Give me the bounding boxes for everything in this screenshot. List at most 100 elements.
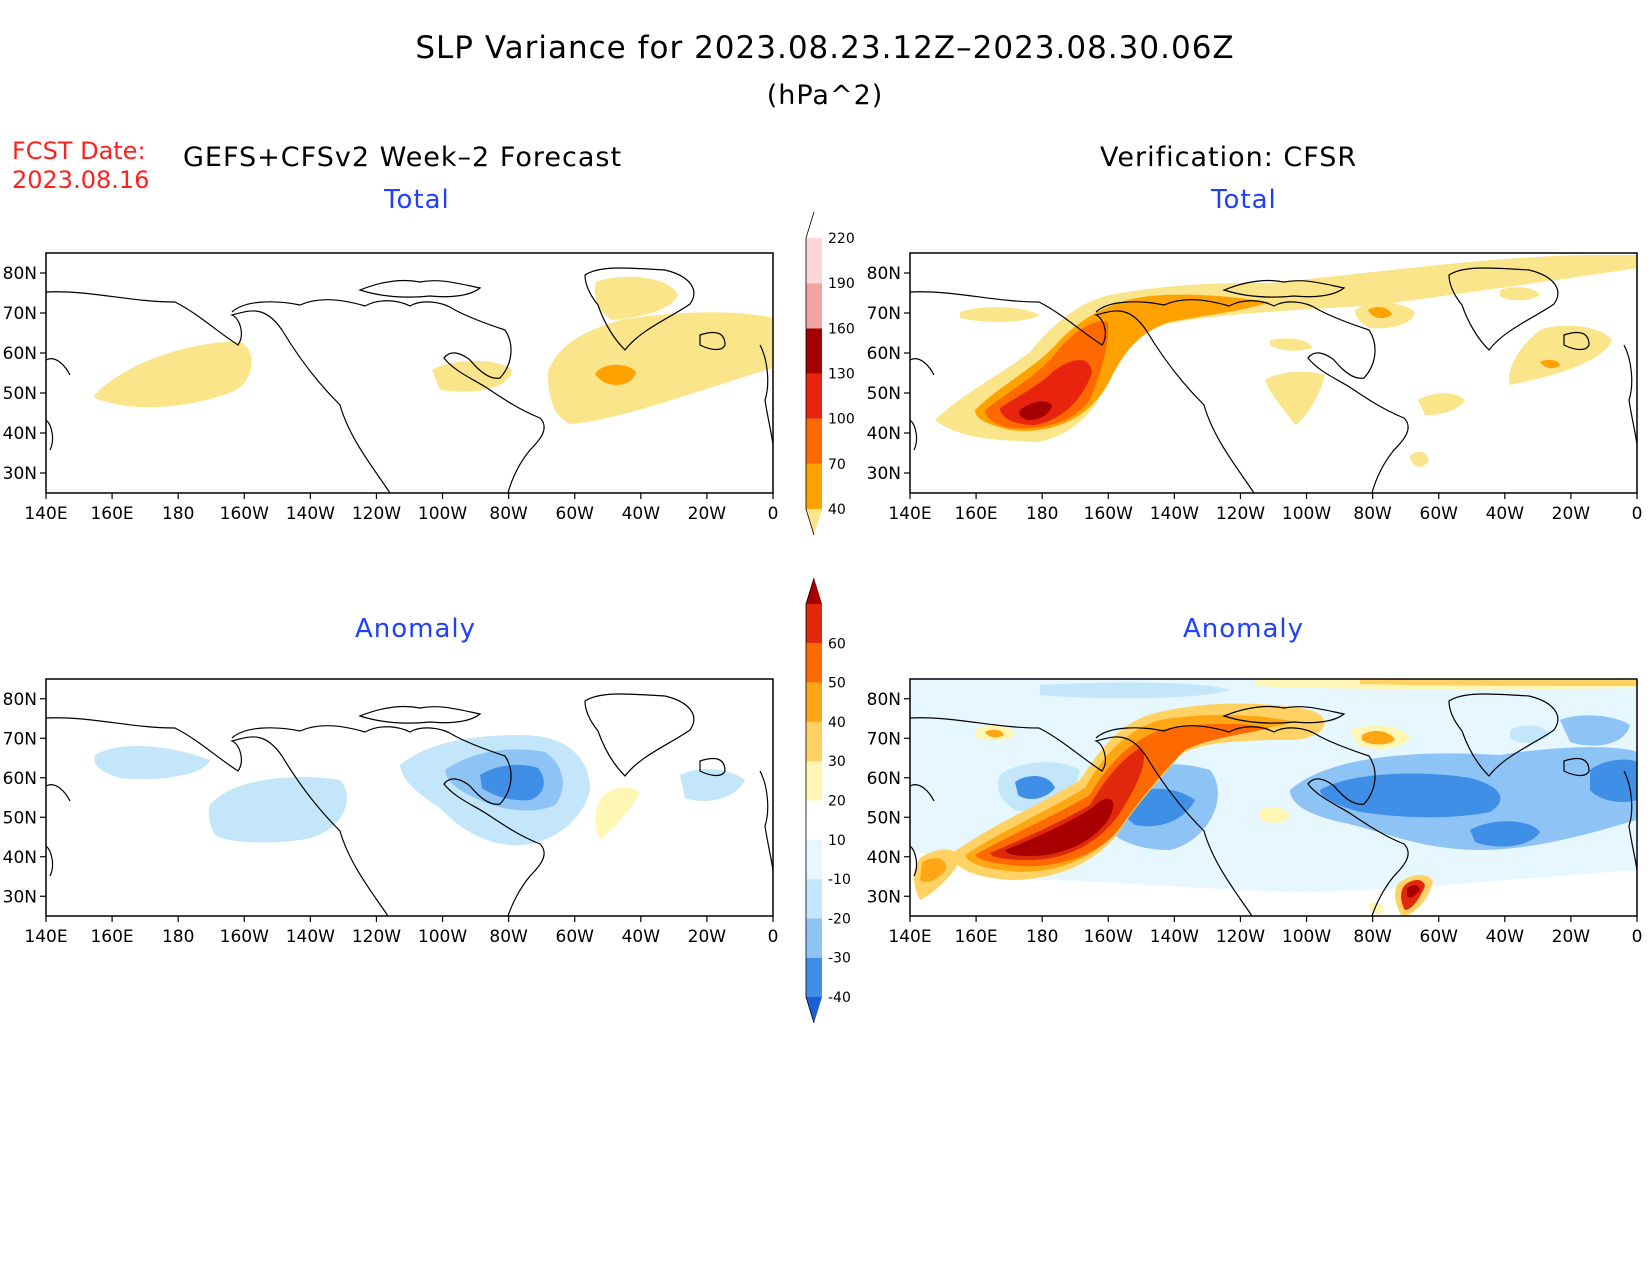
- lat-tick-label: 80N: [867, 264, 901, 284]
- verification-label: Verification: CFSR: [1100, 142, 1358, 173]
- variance-region: [960, 307, 1040, 322]
- anomaly-region: [1015, 776, 1055, 800]
- colorbar-top-tip: [806, 578, 822, 604]
- colorbar-segment: [806, 918, 822, 958]
- anomaly-region: [1362, 730, 1395, 745]
- colorbar-segment: [806, 957, 822, 997]
- anomaly-region: [1360, 679, 1637, 686]
- colorbar-segment: [806, 721, 822, 762]
- main-title: SLP Variance for 2023.08.23.12Z–2023.08.…: [415, 30, 1235, 66]
- coastlines-forecast-total: [46, 267, 773, 493]
- lon-tick-label: 60W: [1420, 504, 1459, 524]
- map-axis-group: 140E 160E 180 160W 140W 120W 100W 80W 60W 40W 20W 0…: [3, 264, 779, 524]
- lon-tick-label: 160E: [90, 504, 133, 524]
- forecast-date-block: FCST Date: 2023.08.16: [12, 137, 149, 195]
- lon-tick-label: 20W: [688, 927, 727, 947]
- lat-tick-label: 30N: [3, 887, 37, 907]
- anomaly-region: [1260, 807, 1290, 823]
- colorbar-top-tip: [806, 212, 822, 238]
- variance-region: [432, 361, 512, 392]
- lon-tick-label: 140E: [24, 927, 67, 947]
- colorbar-segment: [806, 373, 822, 419]
- lat-tick-label: 40N: [3, 848, 37, 868]
- lat-tick-label: 60N: [3, 344, 37, 364]
- lon-tick-label: 80W: [489, 504, 528, 524]
- variance-region: [1540, 359, 1560, 369]
- map-frame-verification-total: [909, 252, 1638, 494]
- colorbar-level-label: 50: [828, 676, 846, 692]
- lon-tick-label: 160W: [220, 927, 269, 947]
- map-axis-group: 140E 160E 180 160W 140W 120W 100W 80W 60W 40W 20W 0…: [867, 264, 1643, 524]
- colorbar-level-label: -20: [828, 911, 851, 927]
- lat-tick-label: 30N: [867, 464, 901, 484]
- lon-tick-label: 100W: [418, 504, 467, 524]
- variance-region: [1418, 393, 1465, 416]
- colorbar-outline: [805, 577, 815, 1024]
- lon-tick-label: 0: [1632, 504, 1643, 524]
- colorbar-bottom-tip: [806, 997, 822, 1023]
- lon-tick-label: 40W: [1486, 504, 1525, 524]
- variance-region: [1265, 371, 1325, 425]
- lon-tick-label: 40W: [622, 504, 661, 524]
- map-axis-group: 140E 160E 180 160W 140W 120W 100W 80W 60W 40W 20W 0…: [3, 690, 779, 947]
- panel-title-forecast-anomaly: Anomaly: [355, 614, 477, 644]
- anomaly-region: [1320, 773, 1501, 818]
- coastlines-verification-total: [910, 267, 1637, 493]
- lon-tick-label: 60W: [556, 927, 595, 947]
- lon-tick-label: 120W: [1216, 504, 1265, 524]
- colorbar-segment: [806, 463, 822, 509]
- colorbar-level-label: 70: [828, 457, 846, 473]
- lon-tick-label: 40W: [1486, 927, 1525, 947]
- colorbar-segment: [806, 682, 822, 722]
- lon-tick-label: 120W: [352, 927, 401, 947]
- lon-tick-label: 100W: [1282, 927, 1331, 947]
- colorbar-segment: [806, 418, 822, 464]
- colorbar-segment: [806, 238, 822, 284]
- lon-tick-label: 60W: [1420, 927, 1459, 947]
- lon-tick-label: 100W: [418, 927, 467, 947]
- colorbar-level-label: -30: [828, 951, 851, 967]
- lon-tick-label: 120W: [352, 504, 401, 524]
- variance-region: [1410, 451, 1429, 467]
- forecast-date-label: FCST Date:: [12, 137, 146, 165]
- lon-tick-label: 60W: [556, 504, 595, 524]
- lon-tick-label: 20W: [688, 504, 727, 524]
- anomaly-region: [1470, 821, 1540, 847]
- colorbar-segment: [806, 879, 822, 919]
- lon-tick-label: 160W: [1084, 504, 1133, 524]
- map-panel-forecast-total: [93, 276, 773, 424]
- colorbar-level-label: 220: [828, 231, 855, 247]
- lon-tick-label: 140E: [888, 927, 931, 947]
- colorbar-level-label: 190: [828, 276, 855, 292]
- anomaly-region: [1368, 902, 1385, 914]
- lon-tick-label: 140W: [286, 927, 335, 947]
- anomaly-region: [1407, 885, 1420, 898]
- anomaly-region: [1005, 798, 1114, 856]
- colorbar-level-label: 20: [828, 794, 846, 810]
- colorbar-level-label: 10: [828, 833, 846, 849]
- lon-tick-label: 140W: [286, 504, 335, 524]
- panel-title-verification-anomaly: Anomaly: [1183, 614, 1305, 644]
- lat-tick-label: 50N: [3, 384, 37, 404]
- map-axes: 140E 160E 180 160W 140W 120W 100W 80W 60W 40W 20W 0…: [3, 264, 1643, 947]
- lon-tick-label: 160E: [954, 504, 997, 524]
- variance-region: [1019, 401, 1052, 420]
- map-frame-verification-anomaly: [909, 678, 1638, 917]
- panel-title-forecast-total: Total: [384, 185, 450, 215]
- lat-tick-label: 40N: [867, 848, 901, 868]
- lon-tick-label: 80W: [1353, 504, 1392, 524]
- lat-tick-label: 80N: [867, 690, 901, 710]
- colorbar-level-label: 30: [828, 754, 846, 770]
- lat-tick-label: 50N: [867, 384, 901, 404]
- lon-tick-label: 80W: [1353, 927, 1392, 947]
- lon-tick-label: 100W: [1282, 504, 1331, 524]
- map-axis-group: 140E 160E 180 160W 140W 120W 100W 80W 60W 40W 20W 0…: [867, 690, 1643, 947]
- lon-tick-label: 80W: [489, 927, 528, 947]
- lon-tick-label: 20W: [1552, 504, 1591, 524]
- colorbar-segment: [806, 283, 822, 329]
- lon-tick-label: 0: [768, 927, 779, 947]
- lon-tick-label: 160E: [954, 927, 997, 947]
- lon-tick-label: 20W: [1552, 927, 1591, 947]
- lat-tick-label: 70N: [3, 729, 37, 749]
- anomaly-region: [1040, 682, 1230, 699]
